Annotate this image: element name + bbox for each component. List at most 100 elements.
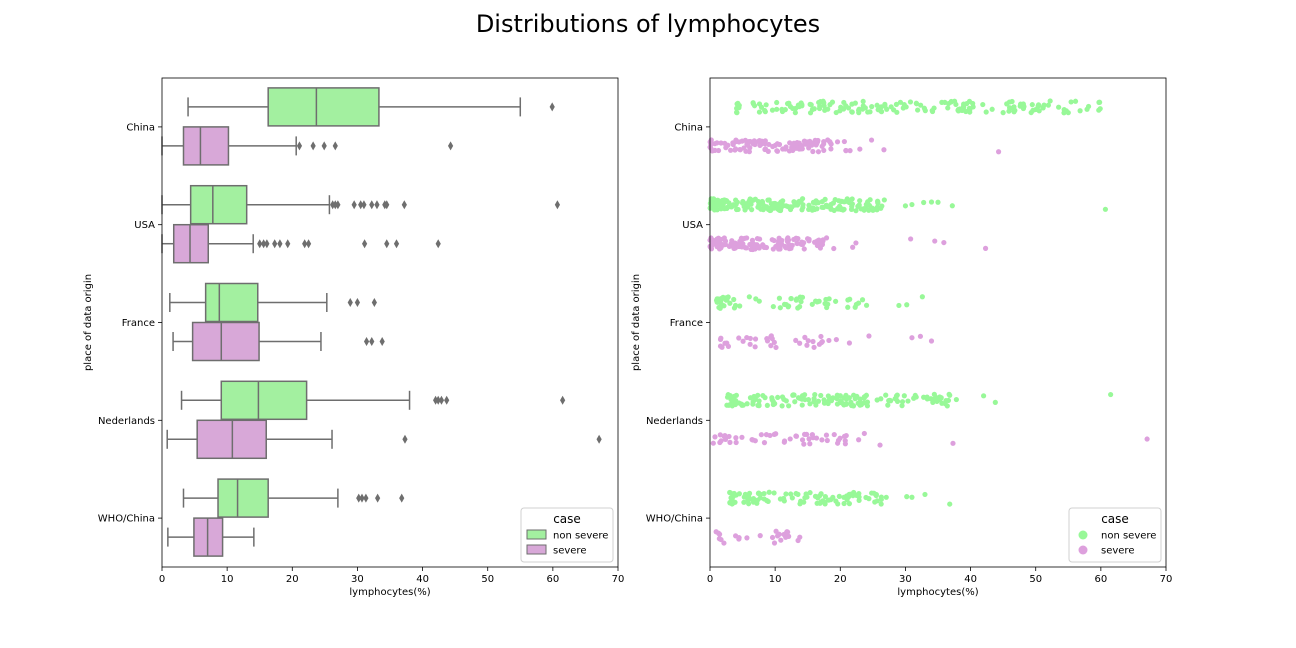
- strip-non-severe-usa: [707, 196, 1109, 214]
- data-point: [856, 437, 862, 443]
- data-point: [823, 202, 829, 208]
- data-point: [810, 435, 816, 441]
- data-point: [1000, 110, 1006, 116]
- data-point: [853, 208, 859, 214]
- data-point: [756, 243, 762, 250]
- data-point: [881, 197, 887, 203]
- data-point: [783, 203, 789, 209]
- data-point: [833, 298, 839, 304]
- data-point: [856, 490, 862, 497]
- data-point: [801, 138, 807, 144]
- data-point: [803, 491, 809, 497]
- data-point: [761, 440, 768, 446]
- data-point: [814, 500, 820, 506]
- data-point: [1006, 105, 1013, 111]
- y-tick-label: USA: [134, 220, 155, 231]
- data-point: [732, 302, 739, 309]
- data-point: [766, 489, 772, 495]
- data-point: [814, 299, 820, 305]
- data-point: [750, 401, 756, 407]
- data-point: [787, 204, 793, 210]
- data-point: [732, 147, 738, 153]
- data-point: [802, 392, 808, 398]
- figure-title: Distributions of lymphocytes: [476, 10, 820, 38]
- x-tick-label: 50: [1029, 574, 1042, 585]
- data-point: [721, 303, 727, 309]
- data-point: [718, 206, 724, 212]
- data-point: [905, 398, 911, 404]
- data-point: [758, 104, 765, 110]
- data-point: [727, 300, 733, 306]
- data-point: [781, 301, 788, 307]
- data-point: [826, 337, 832, 344]
- box-severe-whochina: [167, 517, 255, 557]
- data-point: [798, 395, 804, 401]
- data-point: [881, 147, 887, 153]
- data-point: [747, 138, 753, 145]
- data-point: [823, 432, 830, 438]
- data-point: [817, 493, 823, 499]
- data-point: [708, 196, 714, 202]
- data-point: [967, 106, 973, 113]
- data-point: [764, 402, 770, 409]
- data-point: [771, 540, 778, 546]
- data-point: [843, 148, 849, 154]
- data-point: [903, 104, 909, 110]
- x-axis-label: lymphocytes(%): [349, 587, 430, 598]
- data-point: [896, 302, 902, 309]
- data-point: [744, 334, 750, 341]
- data-point: [794, 240, 800, 247]
- outlier-marker: [554, 200, 561, 210]
- data-point: [728, 147, 734, 153]
- data-point: [779, 403, 785, 409]
- y-tick-label: France: [122, 318, 155, 329]
- data-point: [752, 336, 759, 342]
- data-point: [784, 239, 791, 245]
- data-point: [933, 394, 939, 400]
- data-point: [762, 107, 768, 114]
- data-point: [718, 236, 724, 243]
- x-axis-label: lymphocytes(%): [897, 587, 978, 598]
- data-point: [886, 397, 892, 404]
- y-tick-label: Nederlands: [646, 416, 703, 427]
- y-tick-label: China: [126, 122, 155, 133]
- data-point: [810, 338, 816, 345]
- strip-severe-usa: [707, 235, 989, 253]
- data-point: [717, 439, 723, 446]
- data-point: [918, 102, 924, 108]
- x-tick-label: 60: [1094, 574, 1107, 585]
- outlier-marker: [321, 141, 327, 151]
- data-point: [813, 200, 819, 206]
- data-point: [741, 499, 747, 505]
- data-point: [857, 402, 863, 408]
- box-severe-usa: [161, 223, 441, 264]
- data-point: [869, 104, 875, 110]
- data-point: [776, 295, 783, 301]
- outlier-marker: [435, 239, 441, 249]
- data-point: [828, 201, 834, 208]
- outlier-marker: [261, 239, 267, 249]
- data-point: [864, 399, 871, 405]
- data-point: [897, 99, 904, 105]
- data-point: [1065, 110, 1071, 116]
- data-point: [945, 105, 951, 111]
- data-point: [1047, 98, 1053, 104]
- strip-non-severe-nederlands: [724, 391, 1114, 409]
- data-point: [770, 401, 776, 408]
- legend-marker-non-severe: [1078, 530, 1088, 540]
- x-tick-label: 30: [899, 574, 912, 585]
- x-tick-label: 20: [286, 574, 299, 585]
- data-point: [828, 205, 834, 211]
- outlier-marker: [330, 200, 336, 210]
- data-point: [989, 106, 995, 112]
- data-point: [734, 206, 740, 212]
- data-point: [725, 343, 732, 349]
- data-point: [788, 491, 794, 497]
- data-point: [717, 305, 723, 311]
- data-point: [815, 398, 822, 404]
- data-point: [807, 441, 813, 447]
- data-point: [831, 431, 837, 438]
- data-point: [806, 202, 812, 208]
- data-point: [709, 203, 715, 209]
- data-point: [801, 431, 808, 437]
